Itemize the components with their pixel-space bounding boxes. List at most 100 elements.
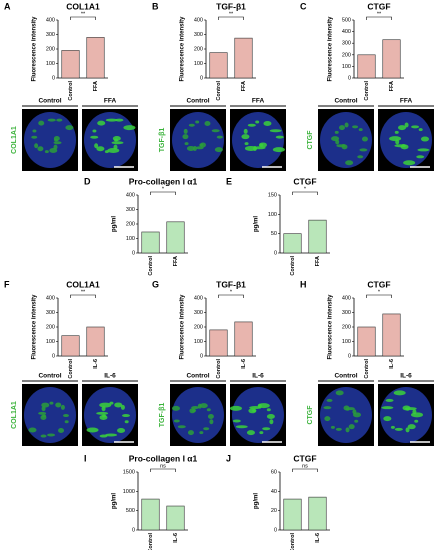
bar [357,326,376,357]
y-tick-label: 20 [271,508,277,514]
stain-signal [47,433,56,437]
stain-signal [275,135,284,139]
stain-signal [235,425,248,429]
stain-signal [344,122,349,128]
stain-signal [121,414,130,418]
stain-signal [358,128,363,132]
y-axis-label: pg/ml [112,493,118,509]
stain-signal [404,122,409,128]
image-header: FFA [104,98,117,105]
stain-signal [269,129,282,133]
tissue [380,112,432,168]
stain-signal [171,405,180,411]
significance-bracket [292,468,318,472]
bar [283,233,302,254]
stain-label: TGF-β1 [159,128,166,153]
stain-signal [186,145,195,151]
image-header: Control [186,373,209,380]
stain-signal [86,427,99,433]
stain-signal [37,146,44,152]
image-header: Control [38,373,61,380]
significance-label: ** [81,11,86,17]
panel-letter: A [4,1,11,11]
stain-signal [259,431,264,435]
panel-letter: E [226,176,232,186]
y-tick-label: 0 [200,75,203,81]
stain-signal [65,125,74,131]
y-tick-label: 0 [348,353,351,359]
panel-letter: J [226,453,231,463]
stain-signal [246,430,255,436]
stain-signal [97,120,106,126]
significance-bracket [70,16,96,20]
significance-label: * [230,289,233,295]
bar [234,321,253,357]
bar [308,219,327,254]
stain-signal [385,398,394,402]
bar [61,50,80,79]
bar [141,231,160,254]
image-header: IL-6 [252,373,264,380]
y-axis-label: Fluorescence intensity [32,294,38,360]
stain-signal [173,419,180,423]
bar [209,329,228,357]
y-tick-label: 300 [126,207,135,213]
stain-signal [418,128,423,132]
stain-signal [31,135,38,139]
y-tick-label: 400 [46,17,55,23]
stain-signal [115,118,124,122]
stain-signal [188,123,195,127]
tissue [24,112,76,168]
stain-signal [99,402,112,408]
stain-signal [248,408,257,414]
stain-signal [394,130,399,134]
stain-signal [99,434,108,438]
stain-signal [38,411,47,415]
y-tick-label: 200 [342,324,351,330]
stain-label: CTGF [307,130,314,150]
stain-signal [243,128,248,134]
significance-label: * [378,289,381,295]
bar [166,221,185,254]
bar [141,498,160,531]
stain-signal [341,144,348,150]
tissue [232,387,284,443]
y-tick-label: 50 [271,231,277,237]
stain-signal [393,390,406,396]
stain-signal [214,147,223,153]
stain-signal [361,136,368,142]
stain-signal [272,147,285,153]
stain-signal [263,121,272,127]
stain-signal [229,405,242,411]
stain-signal [32,129,37,133]
stain-signal [216,135,223,139]
y-tick-label: 100 [46,339,55,345]
stain-signal [357,155,364,159]
y-tick-label: 100 [194,339,203,345]
tissue [232,112,284,168]
stain-signal [398,125,407,131]
stain-signal [211,129,220,133]
stain-signal [53,136,60,142]
stain-signal [266,408,271,412]
y-tick-label: 100 [342,339,351,345]
stain-signal [96,146,105,152]
stain-signal [203,427,210,431]
stain-signal [49,401,54,405]
stain-signal [111,141,124,145]
chart-title: CTGF [367,279,390,289]
stain-signal [335,390,344,396]
stain-signal [182,134,189,140]
panel-letter: H [300,279,307,289]
stain-label: TGF-β1 [159,403,166,428]
stain-signal [255,120,260,124]
stain-signal [58,427,65,433]
stain-signal [257,403,270,409]
y-tick-label: 100 [194,61,203,67]
stain-signal [334,130,339,134]
stain-signal [403,160,416,166]
x-tick-label: IL-6 [173,533,179,543]
y-axis-label: pg/ml [254,493,260,509]
y-tick-label: 100 [268,212,277,218]
